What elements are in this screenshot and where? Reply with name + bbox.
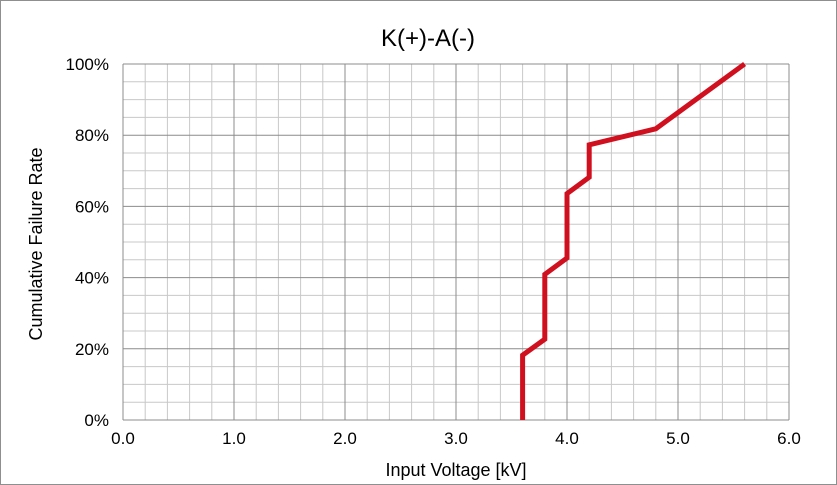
y-tick-label: 80% (75, 126, 109, 145)
y-tick-label: 40% (75, 269, 109, 288)
x-tick-label: 2.0 (333, 429, 357, 448)
series-line (520, 61, 747, 420)
y-tick-label: 0% (84, 411, 109, 430)
x-tick-label: 0.0 (111, 429, 135, 448)
x-tick-label: 1.0 (222, 429, 246, 448)
series-layer (520, 61, 747, 420)
y-tick-label: 100% (66, 55, 109, 74)
x-axis-title: Input Voltage [kV] (385, 460, 526, 480)
y-axis-title: Cumulative Failure Rate (26, 147, 46, 340)
y-tick-label: 20% (75, 340, 109, 359)
axes (122, 64, 789, 421)
x-tick-label: 4.0 (555, 429, 579, 448)
x-tick-label: 3.0 (444, 429, 468, 448)
y-tick-label: 60% (75, 197, 109, 216)
x-tick-label: 5.0 (666, 429, 690, 448)
tick-labels: 0.0 1.0 2.0 3.0 4.0 5.0 6.0 0% 20% 40% 60% 80% 100% (66, 55, 801, 448)
x-tick-label: 6.0 (777, 429, 801, 448)
chart-title: K(+)-A(-) (381, 25, 475, 52)
